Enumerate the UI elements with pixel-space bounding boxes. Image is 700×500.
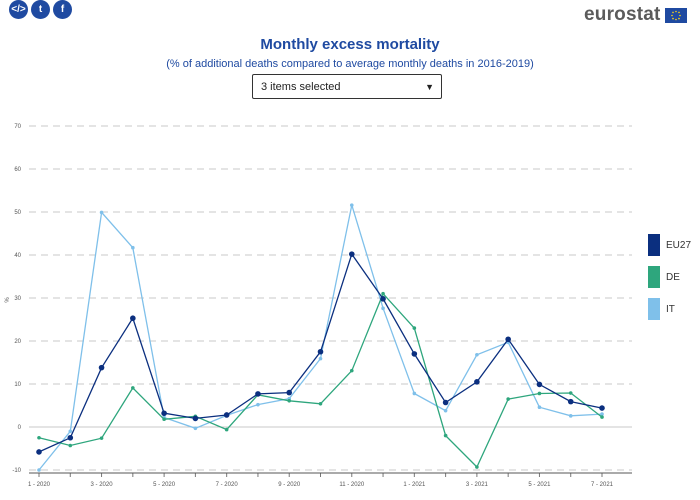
x-tick-label: 11 - 2020 <box>339 482 365 488</box>
data-point-de <box>600 415 604 419</box>
data-point-de <box>568 391 573 395</box>
y-tick-label: 60 <box>14 167 21 173</box>
x-tick-label: 3 - 2021 <box>466 482 489 488</box>
series-selector[interactable]: 3 items selected ▼ <box>252 74 442 99</box>
data-point-eu27 <box>317 348 324 355</box>
data-point-eu27 <box>161 410 167 417</box>
chart-title: Monthly excess mortality <box>260 36 440 53</box>
data-point-eu27 <box>380 296 386 302</box>
data-point-eu27 <box>567 398 574 405</box>
data-point-eu27 <box>223 412 230 418</box>
data-point-de <box>443 433 448 438</box>
data-point-de <box>131 386 135 390</box>
y-tick-label: 0 <box>18 425 22 431</box>
data-point-it <box>349 203 354 207</box>
data-point-it <box>600 412 604 416</box>
eu-flag-icon <box>664 7 687 23</box>
legend-item-de[interactable]: DE <box>648 266 691 288</box>
legend-item-eu27[interactable]: EU27 <box>648 234 691 256</box>
y-tick-label: 30 <box>14 296 21 302</box>
data-point-it <box>568 414 573 418</box>
data-point-it <box>37 468 41 472</box>
data-point-eu27 <box>536 381 543 388</box>
series-line-de <box>38 292 603 469</box>
x-tick-label: 3 - 2020 <box>91 482 114 488</box>
data-point-de <box>68 443 73 448</box>
embed-icon[interactable]: </> <box>9 0 28 19</box>
data-point-de <box>475 465 479 469</box>
data-point-de <box>99 436 104 440</box>
eurostat-logo[interactable]: eurostat <box>584 4 687 26</box>
twitter-icon[interactable]: t <box>31 0 50 19</box>
y-tick-label: 70 <box>14 124 21 130</box>
data-point-de <box>37 435 41 440</box>
data-point-de <box>287 398 292 403</box>
caret-down-icon: ▼ <box>425 82 434 92</box>
data-point-it <box>412 391 417 396</box>
x-tick-label: 5 - 2021 <box>528 482 551 488</box>
y-tick-label: 50 <box>14 210 21 216</box>
data-point-it <box>193 426 198 431</box>
data-point-it <box>99 210 104 215</box>
y-tick-label: 40 <box>14 253 21 259</box>
data-point-it <box>131 245 135 250</box>
logo-text: eurostat <box>584 4 661 25</box>
legend-label-eu27: EU27 <box>666 239 692 251</box>
data-point-it <box>381 306 385 311</box>
legend-swatch-eu27 <box>648 234 660 256</box>
data-point-it <box>443 408 448 413</box>
legend-swatch-it <box>648 298 660 320</box>
data-point-de <box>537 391 542 396</box>
data-point-it <box>68 429 73 434</box>
data-point-eu27 <box>130 315 136 322</box>
chart-subtitle: (% of additional deaths compared to aver… <box>166 58 534 70</box>
data-point-de <box>412 326 417 330</box>
data-point-eu27 <box>98 364 105 371</box>
data-point-eu27 <box>599 405 605 411</box>
data-point-eu27 <box>411 351 418 357</box>
legend: EU27 DE IT <box>648 234 691 330</box>
data-point-eu27 <box>36 449 42 455</box>
x-tick-label: 5 - 2020 <box>153 482 176 488</box>
data-point-eu27 <box>192 415 199 422</box>
x-tick-label: 9 - 2020 <box>278 482 301 488</box>
data-point-de <box>318 401 323 406</box>
y-tick-label: 20 <box>14 339 21 345</box>
data-point-eu27 <box>255 391 261 397</box>
data-point-it <box>537 405 542 410</box>
y-tick-label: -10 <box>12 468 21 474</box>
facebook-icon[interactable]: f <box>53 0 72 19</box>
data-point-eu27 <box>67 434 74 441</box>
data-point-eu27 <box>474 379 480 385</box>
share-bar: </> t f <box>9 0 72 19</box>
legend-item-it[interactable]: IT <box>648 298 691 320</box>
data-point-it <box>256 402 260 407</box>
data-point-it <box>318 356 323 361</box>
data-point-de <box>349 368 354 373</box>
legend-swatch-de <box>648 266 660 288</box>
data-point-de <box>162 417 166 422</box>
y-tick-label: 10 <box>14 382 21 388</box>
x-tick-label: 7 - 2021 <box>591 482 614 488</box>
x-tick-label: 1 - 2021 <box>403 482 426 488</box>
x-tick-label: 7 - 2020 <box>216 482 239 488</box>
series-line-it <box>38 204 603 471</box>
data-point-de <box>224 427 229 432</box>
data-point-de <box>381 291 385 296</box>
data-point-it <box>475 352 479 357</box>
data-point-eu27 <box>348 251 355 257</box>
data-point-eu27 <box>442 399 449 406</box>
data-point-eu27 <box>286 389 293 396</box>
selector-value: 3 items selected <box>261 80 341 93</box>
data-point-de <box>506 397 510 401</box>
data-point-eu27 <box>505 336 511 343</box>
legend-label-de: DE <box>666 271 680 283</box>
y-axis-label: % <box>5 297 11 303</box>
legend-label-it: IT <box>666 303 675 315</box>
x-tick-label: 1 - 2020 <box>28 482 51 488</box>
